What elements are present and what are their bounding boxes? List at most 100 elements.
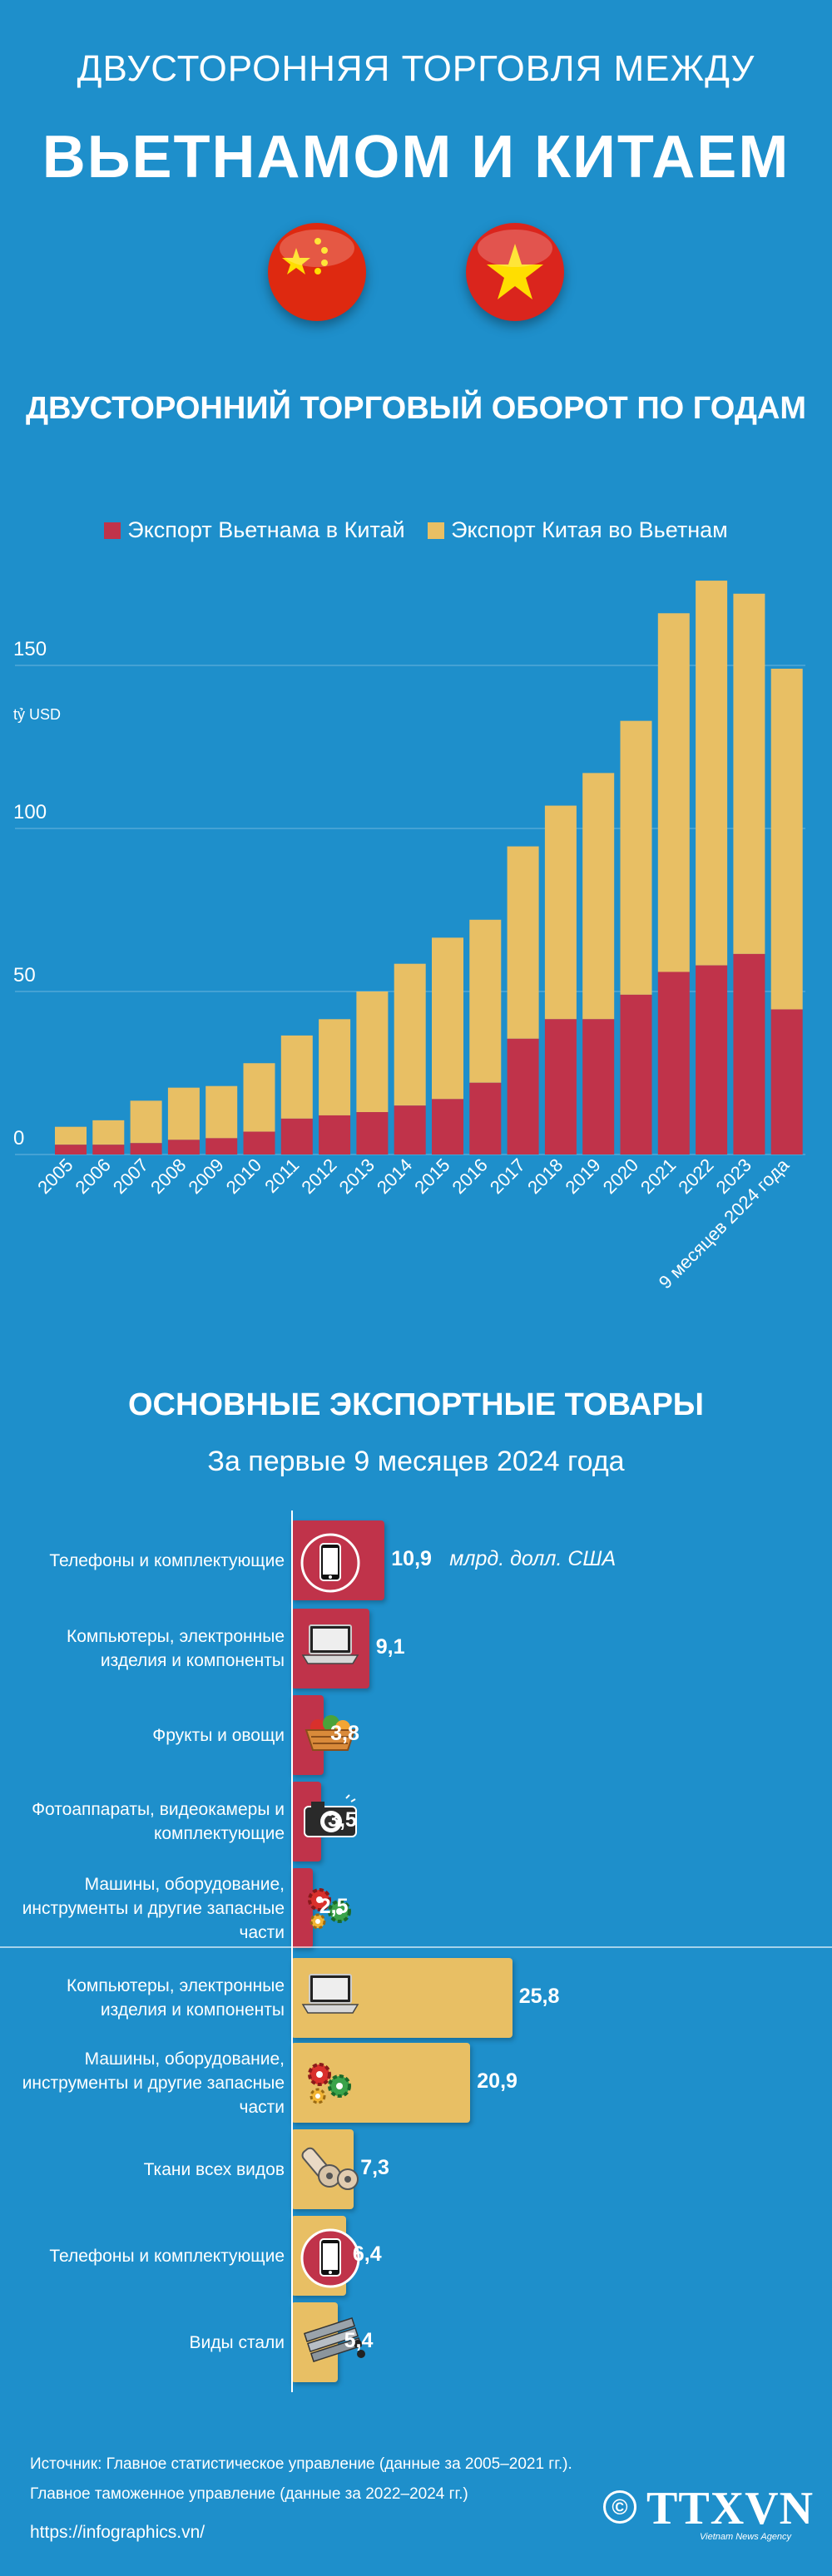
category-label: Компьютеры, электронные изделия и компон… bbox=[66, 1627, 285, 1670]
category-label: Машины, оборудование, инструменты и друг… bbox=[22, 1874, 285, 1942]
y-tick-label: 100 bbox=[13, 801, 47, 823]
fruit-basket-icon bbox=[300, 1707, 361, 1761]
value-label: 20,9 bbox=[477, 2069, 518, 2093]
bar-cn-export bbox=[696, 581, 728, 966]
logo-subtext: Vietnam News Agency bbox=[700, 2532, 792, 2542]
bar-cn-export bbox=[770, 668, 803, 1010]
logo-text: TTXVN bbox=[646, 2483, 815, 2534]
y-tick-label: 50 bbox=[13, 964, 36, 986]
unit-label: млрд. долл. США bbox=[449, 1547, 617, 1570]
bar-cn-export bbox=[319, 1019, 351, 1115]
bar-vn-export bbox=[507, 1038, 539, 1155]
smartphone-icon bbox=[300, 1532, 361, 1598]
value-label: 25,8 bbox=[518, 1985, 560, 2008]
value-label: 9,1 bbox=[375, 1635, 405, 1659]
bar-vn-export bbox=[319, 1115, 351, 1155]
copyright-icon: © bbox=[603, 2490, 636, 2524]
bar-vn-export bbox=[206, 1138, 238, 1155]
gears-icon bbox=[300, 2054, 361, 2112]
bar-vn-export bbox=[167, 1140, 200, 1155]
china-flag-icon bbox=[268, 223, 366, 321]
value-label: 3,8 bbox=[330, 1722, 359, 1745]
bar-vn-export bbox=[243, 1131, 275, 1155]
ttxvn-logo: © TTXVN Vietnam News Agency bbox=[603, 2483, 820, 2552]
category-label: Фрукты и овощи bbox=[152, 1725, 285, 1745]
section-subtitle-exports: За первые 9 месяцев 2024 года bbox=[207, 1446, 625, 1477]
category-label: Фотоаппараты, видеокамеры и комплектующи… bbox=[32, 1800, 285, 1843]
title-line-2: ВЬЕТНАМОМ И КИТАЕМ bbox=[42, 124, 790, 190]
bar-cn-export bbox=[92, 1120, 125, 1145]
bar-cn-export bbox=[243, 1063, 275, 1132]
bar-cn-export bbox=[507, 846, 539, 1039]
bar-cn-export bbox=[733, 593, 765, 954]
category-label: Компьютеры, электронные изделия и компон… bbox=[66, 1976, 285, 2020]
category-label: Телефоны и комплектующие bbox=[49, 1550, 285, 1570]
vietnam-flag-icon bbox=[466, 223, 564, 321]
section-title-exports: ОСНОВНЫЕ ЭКСПОРТНЫЕ ТОВАРЫ bbox=[128, 1387, 704, 1422]
fabric-rolls-icon bbox=[300, 2141, 366, 2198]
y-tick-label: 150 bbox=[13, 638, 47, 660]
category-label: Машины, оборудование, инструменты и друг… bbox=[22, 2049, 285, 2117]
bar-vn-export bbox=[582, 1019, 615, 1155]
bar-vn-export bbox=[280, 1118, 313, 1155]
bar-cn-export bbox=[469, 919, 502, 1083]
steel-pipes-icon bbox=[300, 2314, 366, 2368]
y-axis-label: tỷ USD bbox=[13, 706, 61, 723]
bar-vn-export bbox=[469, 1082, 502, 1155]
smartphone-icon bbox=[300, 2227, 361, 2293]
value-label: 6,4 bbox=[352, 2242, 382, 2266]
bar-cn-export bbox=[280, 1035, 313, 1119]
source-line-1: Источник: Главное статистическое управле… bbox=[30, 2455, 572, 2473]
bar-vn-export bbox=[770, 1009, 803, 1155]
bar-vn-export bbox=[394, 1105, 426, 1155]
bar-cn-export bbox=[55, 1126, 87, 1145]
axis-line bbox=[291, 1510, 293, 2392]
value-label: 2,5 bbox=[319, 1895, 349, 1918]
legend-item-vn: Экспорт Вьетнама в Китай bbox=[104, 517, 405, 542]
laptop-icon bbox=[300, 1970, 361, 2024]
category-label: Телефоны и комплектующие bbox=[49, 2246, 285, 2266]
legend-label-vn: Экспорт Вьетнама в Китай bbox=[127, 517, 405, 542]
series-divider bbox=[0, 1946, 832, 1948]
bar-cn-export bbox=[620, 720, 652, 995]
bar-cn-export bbox=[394, 963, 426, 1106]
value-label: 3,5 bbox=[328, 1808, 357, 1832]
legend-label-cn: Экспорт Китая во Вьетнам bbox=[451, 517, 728, 542]
bar-cn-export bbox=[356, 991, 389, 1113]
bar-vn-export bbox=[356, 1112, 389, 1155]
bar-vn-export bbox=[92, 1145, 125, 1155]
category-label: Ткани всех видов bbox=[143, 2159, 285, 2179]
bar-vn-export bbox=[544, 1019, 577, 1155]
value-label: 7,3 bbox=[360, 2156, 389, 2179]
gears-icon bbox=[300, 1880, 361, 1937]
bar-cn-export bbox=[544, 805, 577, 1020]
value-label: 5,4 bbox=[344, 2329, 374, 2352]
bar-vn-export bbox=[432, 1099, 463, 1155]
source-url[interactable]: https://infographics.vn/ bbox=[30, 2523, 206, 2542]
legend-item-cn: Экспорт Китая во Вьетнам bbox=[428, 517, 728, 542]
bar-cn-export bbox=[432, 937, 463, 1100]
chart-legend: Экспорт Вьетнама в Китай Экспорт Китая в… bbox=[0, 517, 832, 543]
y-tick-label: 0 bbox=[13, 1127, 24, 1150]
camera-icon bbox=[300, 1793, 361, 1847]
bar-vn-export bbox=[657, 972, 690, 1155]
bar-vn-export bbox=[620, 994, 652, 1155]
bar-cn-export bbox=[657, 613, 690, 972]
section-title-trade: ДВУСТОРОННИЙ ТОРГОВЫЙ ОБОРОТ ПО ГОДАМ bbox=[25, 391, 807, 426]
bar-vn-export-good bbox=[291, 1868, 313, 1948]
bar-vn-export bbox=[55, 1145, 87, 1155]
laptop-icon bbox=[300, 1620, 361, 1674]
bar-cn-export bbox=[206, 1085, 238, 1139]
bar-vn-export bbox=[130, 1143, 162, 1155]
title-line-1: ДВУСТОРОННЯЯ ТОРГОВЛЯ МЕЖДУ bbox=[77, 48, 755, 89]
bar-vn-export bbox=[696, 965, 728, 1155]
bar-vn-export bbox=[733, 953, 765, 1155]
bar-cn-export bbox=[130, 1100, 162, 1144]
source-line-2: Главное таможенное управление (данные за… bbox=[30, 2485, 468, 2503]
bar-cn-export bbox=[582, 773, 615, 1020]
value-label: 10,9 bbox=[391, 1547, 432, 1570]
category-label: Виды стали bbox=[189, 2332, 285, 2352]
bar-cn-export bbox=[167, 1087, 200, 1140]
